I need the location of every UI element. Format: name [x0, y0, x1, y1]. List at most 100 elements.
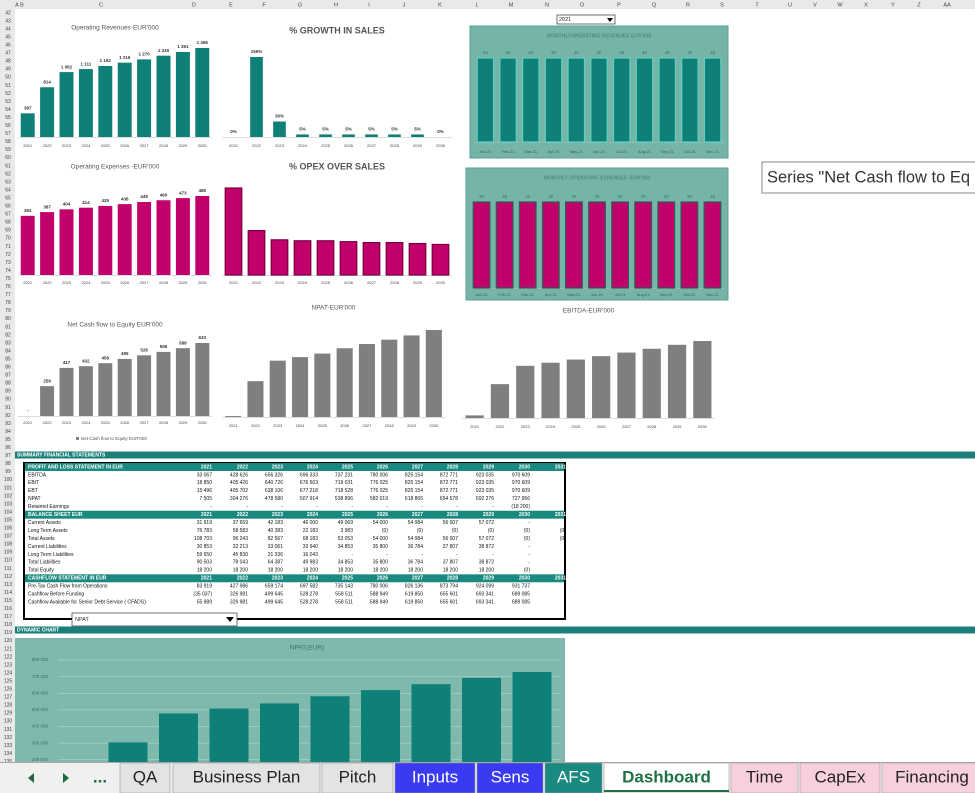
bar [78, 366, 93, 416]
data-label: 1 062 [61, 64, 73, 69]
row-number: 112 [4, 574, 12, 580]
bar [137, 59, 152, 137]
sheet-tab[interactable] [394, 762, 476, 793]
row-number: 48 [5, 59, 11, 65]
data-label: 5% [368, 127, 375, 132]
data-label: 40 [642, 50, 648, 55]
row-number: 128 [4, 703, 13, 709]
x-tick-label: 2022 [252, 143, 262, 148]
x-tick-label: 2021 [229, 280, 239, 285]
row-number: 127 [4, 695, 13, 701]
table-year: 2022 [237, 576, 248, 582]
row-number: 57 [5, 131, 11, 137]
sheet-tab[interactable] [881, 762, 975, 793]
x-tick-label: Oct-21 [683, 292, 696, 297]
table-cell: 18 200 [373, 568, 389, 574]
table-cell: 405 426 [230, 480, 248, 486]
table-cell: 58 583 [233, 528, 249, 534]
table-cell: 7 505 [199, 496, 212, 502]
table-year: 2023 [272, 464, 283, 470]
table-cell: 924 099 [476, 584, 494, 590]
column-header: N [545, 2, 549, 8]
bar [175, 348, 190, 416]
sheet-tab[interactable] [119, 762, 171, 793]
table-cell: 618 865 [405, 496, 423, 502]
table-cell: (0) [452, 528, 458, 534]
table-cell: 692 276 [476, 496, 494, 502]
sheet-tab[interactable] [544, 762, 603, 793]
table-row-label: Long Term Liabilities [28, 552, 74, 558]
table-cell: 428 626 [230, 472, 248, 478]
table-cell: 31 336 [268, 552, 284, 558]
chart-title: MONTHLY OPERATING EXPENSES -EUR'000 [544, 175, 651, 181]
sheet-tab[interactable] [476, 762, 544, 793]
x-tick-label: Sep-21 [660, 292, 674, 297]
row-number: 45 [5, 34, 11, 40]
data-label: 425 [102, 198, 110, 203]
row-number: 114 [4, 590, 12, 596]
bar [612, 57, 631, 143]
x-tick-label: 2022 [251, 423, 261, 428]
table-cell: 53 053 [338, 536, 354, 542]
row-number: 55 [5, 115, 11, 121]
sheet-tab[interactable] [603, 762, 730, 793]
column-header: AA [943, 2, 951, 8]
x-tick-label: 2027 [367, 280, 377, 285]
bar [137, 355, 152, 416]
x-tick-label: May-21 [570, 149, 584, 154]
sheet-tab[interactable] [321, 762, 394, 793]
row-number: 66 [5, 204, 11, 210]
nav-next[interactable] [63, 773, 69, 783]
nav-prev[interactable] [28, 773, 34, 783]
bar [316, 240, 335, 276]
data-label: 40 [506, 50, 512, 55]
bar [195, 343, 210, 416]
row-number: 124 [4, 670, 13, 676]
table-cell: 54 000 [373, 520, 389, 526]
bar [490, 384, 510, 418]
x-tick-label: 2025 [321, 280, 331, 285]
bar [680, 201, 699, 289]
bar [541, 201, 560, 289]
table-year: 2026 [377, 576, 388, 582]
bar [476, 57, 495, 143]
row-number: 52 [5, 91, 11, 97]
column-header: T [755, 2, 759, 8]
chart-title: Operating Expenses -EUR'000 [71, 164, 160, 171]
column-header: Y [891, 2, 895, 8]
data-label: - [27, 408, 29, 413]
row-number: 110 [4, 558, 12, 564]
table-cell: 558 511 [335, 592, 353, 598]
table-cell: 655 601 [440, 592, 458, 598]
row-number: 125 [4, 678, 13, 684]
data-label: 473 [179, 190, 187, 195]
metric-dropdown[interactable] [71, 612, 238, 627]
table-cell: - [492, 504, 494, 510]
data-label: 5% [414, 127, 421, 132]
bar [385, 242, 404, 276]
table-year: 2025 [342, 512, 353, 518]
bar [336, 348, 353, 417]
table-cell: 696 333 [300, 472, 318, 478]
x-tick-label: 2025 [318, 423, 328, 428]
table-cell: - [421, 552, 423, 558]
table-row-label: Pre-Tax Cash Flow from Operations [28, 584, 108, 590]
table-cell: 42 183 [268, 520, 284, 526]
x-tick-label: 2028 [159, 280, 169, 285]
table-cell: 677 218 [300, 488, 318, 494]
sheet-tab[interactable] [730, 762, 799, 793]
table-cell: 37 807 [443, 544, 459, 550]
row-number: 67 [5, 212, 11, 218]
year-dropdown[interactable] [556, 14, 616, 25]
data-label: 460 [160, 192, 168, 197]
table-cell: - [386, 552, 388, 558]
x-tick-label: 2021 [470, 424, 480, 429]
x-tick-label: 2028 [159, 420, 169, 425]
x-tick-label: 2026 [344, 280, 354, 285]
bar [693, 341, 712, 418]
sheet-tab[interactable] [799, 762, 881, 793]
data-label: 417 [63, 360, 71, 365]
sheet-tab[interactable] [172, 762, 321, 793]
table-cell: 18 200 [408, 568, 424, 574]
